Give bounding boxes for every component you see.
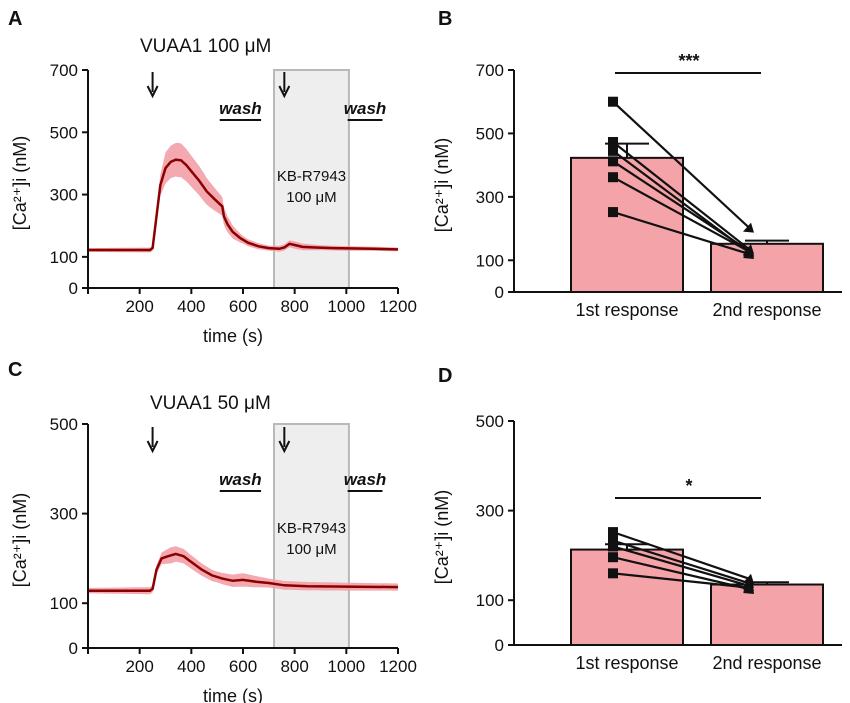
paired-line: [612, 572, 750, 589]
mean-trace-line: [88, 158, 399, 252]
condition-label: VUAA1 50 μM: [150, 393, 271, 414]
y-tick-label: 500: [50, 415, 78, 434]
first-response-point: [608, 527, 618, 538]
paired-line: [612, 100, 750, 229]
y-tick-label: 500: [476, 412, 504, 431]
x-axis-label: time (s): [203, 686, 263, 703]
first-response-point: [608, 145, 618, 156]
x-tick-label: 600: [229, 297, 257, 316]
panel-label-b: B: [438, 8, 452, 30]
x-category-label: 2nd response: [712, 300, 821, 320]
y-tick-label: 300: [476, 188, 504, 207]
paired-line: [612, 556, 750, 591]
x-category-label: 1st response: [575, 653, 678, 673]
x-tick-label: 1000: [327, 297, 365, 316]
x-tick-label: 200: [125, 297, 153, 316]
drug-name-label: KB-R7943: [277, 168, 346, 185]
drug-application-box: [273, 69, 350, 289]
first-response-point: [608, 568, 618, 579]
significance-stars: *: [685, 476, 692, 496]
bar-1: [570, 156, 684, 293]
drug-concentration-label: 100 μM: [286, 189, 336, 206]
x-tick-label: 400: [177, 657, 205, 676]
y-tick-label: 100: [476, 251, 504, 270]
wash-label: wash: [344, 470, 387, 489]
y-tick-label: 500: [50, 123, 78, 142]
y-tick-label: 700: [50, 61, 78, 80]
panel-b-bar-chart: 1st response 2nd response 0 100 300 500 700 [Ca…: [432, 51, 842, 320]
panel-c-trace-chart: KB-R7943 100 μM 0 100 300 500 200 400 600 800 1000…: [10, 393, 417, 703]
wash-label: wash: [219, 99, 262, 118]
stimulus-arrow-head: [146, 85, 159, 99]
y-tick-label: 700: [476, 61, 504, 80]
first-response-point: [608, 136, 618, 147]
bar-2: [710, 583, 824, 647]
x-tick-label: 1000: [327, 657, 365, 676]
first-response-point: [608, 535, 618, 546]
y-axis-label: [Ca²⁺]i (nM): [432, 138, 452, 233]
y-axis-label: [Ca²⁺]i (nM): [432, 490, 452, 585]
bar-1: [570, 548, 684, 646]
paired-line: [612, 141, 750, 251]
wash-label: wash: [344, 99, 387, 118]
drug-application-box: [273, 423, 350, 649]
paired-line: [612, 211, 750, 255]
y-tick-label: 300: [50, 186, 78, 205]
panel-label-c: C: [8, 359, 22, 381]
y-tick-label: 300: [476, 502, 504, 521]
x-tick-label: 1200: [379, 657, 417, 676]
bar-2: [710, 242, 824, 293]
first-response-point: [608, 172, 618, 183]
y-tick-label: 0: [495, 636, 504, 655]
first-response-point: [608, 541, 618, 552]
second-response-point: [743, 582, 754, 593]
panel-label-d: D: [438, 365, 452, 387]
significance-stars: ***: [678, 51, 699, 71]
y-tick-label: 0: [495, 283, 504, 302]
y-tick-label: 100: [50, 248, 78, 267]
y-tick-label: 0: [69, 639, 78, 658]
paired-line: [612, 545, 750, 587]
stimulus-arrow-head: [278, 440, 291, 454]
first-response-point: [608, 156, 618, 167]
mean-trace-line: [88, 552, 399, 592]
paired-line: [612, 531, 750, 580]
x-tick-label: 800: [280, 657, 308, 676]
paired-line: [612, 160, 750, 252]
paired-line: [612, 539, 750, 585]
paired-line: [612, 176, 750, 253]
first-response-point: [608, 96, 618, 107]
panel-label-a: A: [8, 8, 22, 30]
x-category-label: 1st response: [575, 300, 678, 320]
panel-a-trace-chart: KB-R7943 100 μM 0 100 300 500 700 200 400 600 800 1…: [10, 36, 417, 346]
y-tick-label: 500: [476, 124, 504, 143]
x-tick-label: 1200: [379, 297, 417, 316]
y-axis-label: [Ca²⁺]i (nM): [10, 493, 30, 588]
first-response-point: [608, 552, 618, 563]
stimulus-arrow-head: [278, 85, 291, 99]
wash-label: wash: [219, 470, 262, 489]
x-tick-label: 400: [177, 297, 205, 316]
y-tick-label: 0: [69, 279, 78, 298]
y-tick-label: 100: [50, 594, 78, 613]
x-category-label: 2nd response: [712, 653, 821, 673]
drug-name-label: KB-R7943: [277, 520, 346, 537]
sem-band: [88, 142, 398, 253]
y-tick-label: 300: [50, 505, 78, 524]
first-response-point: [608, 207, 618, 218]
x-tick-label: 200: [125, 657, 153, 676]
panel-d-bar-chart: 1st response 2nd response 0 100 300 500 [Ca²⁺]…: [432, 412, 842, 673]
x-tick-label: 800: [280, 297, 308, 316]
second-response-point: [743, 222, 754, 233]
stimulus-arrow-head: [146, 440, 159, 454]
drug-concentration-label: 100 μM: [286, 541, 336, 558]
x-axis-label: time (s): [203, 326, 263, 346]
x-tick-label: 600: [229, 657, 257, 676]
condition-label: VUAA1 100 μM: [140, 36, 271, 57]
y-axis-label: [Ca²⁺]i (nM): [10, 136, 30, 231]
second-response-point: [743, 248, 754, 259]
y-tick-label: 100: [476, 591, 504, 610]
